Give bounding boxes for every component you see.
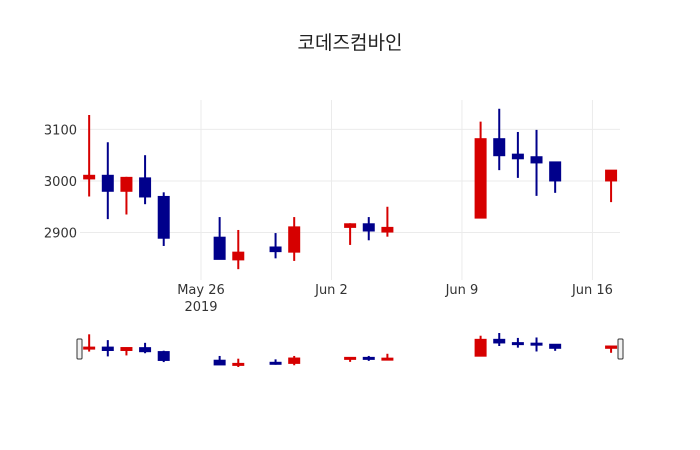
candle <box>511 337 524 348</box>
range-slider[interactable] <box>76 333 624 367</box>
candle <box>605 169 618 203</box>
chart-title: 코데즈컴바인 <box>297 32 403 54</box>
y-tick-label: 3100 <box>44 123 77 138</box>
y-tick-label: 3000 <box>44 175 77 190</box>
y-axis: 2900 3000 3100 <box>44 123 77 241</box>
y-tick-label: 2900 <box>44 227 77 242</box>
candle <box>288 355 301 366</box>
candle <box>83 114 96 197</box>
x-tick-label: Jun 2 <box>314 283 348 298</box>
candle <box>213 217 226 260</box>
candle <box>157 192 170 246</box>
candle <box>474 335 487 357</box>
candle <box>232 358 245 367</box>
candle <box>605 345 618 353</box>
candle <box>549 343 562 351</box>
candle <box>493 333 506 347</box>
candle <box>232 229 245 270</box>
candle <box>344 356 357 362</box>
candle <box>549 161 562 193</box>
candle <box>83 334 96 352</box>
grid-lines <box>80 100 620 280</box>
range-slider-candles <box>83 333 618 367</box>
main-candles <box>83 108 618 270</box>
candle <box>213 355 226 366</box>
candle <box>344 223 357 245</box>
candle <box>269 233 282 259</box>
candle <box>269 359 282 365</box>
range-slider-left-handle[interactable] <box>76 338 83 360</box>
range-slider-right-handle[interactable] <box>617 338 624 360</box>
candle <box>530 337 543 352</box>
candle <box>362 355 375 361</box>
candle <box>530 129 543 196</box>
candle <box>101 142 114 220</box>
candle <box>120 176 133 215</box>
x-axis: May 26 2019 Jun 2 Jun 9 Jun 16 <box>177 283 613 315</box>
candle <box>511 131 524 178</box>
x-tick-sublabel: 2019 <box>184 300 217 315</box>
candle <box>381 353 394 361</box>
x-tick-label: Jun 9 <box>445 283 479 298</box>
candle <box>157 350 170 363</box>
candle <box>120 347 133 356</box>
candle <box>381 206 394 237</box>
x-tick-label: May 26 <box>177 283 225 298</box>
x-tick-label: Jun 16 <box>571 283 613 298</box>
candle <box>101 340 114 357</box>
candle <box>362 217 375 241</box>
candle <box>288 217 301 261</box>
candle <box>474 121 487 219</box>
candle <box>139 342 152 354</box>
candle <box>493 108 506 171</box>
candle <box>139 155 152 205</box>
